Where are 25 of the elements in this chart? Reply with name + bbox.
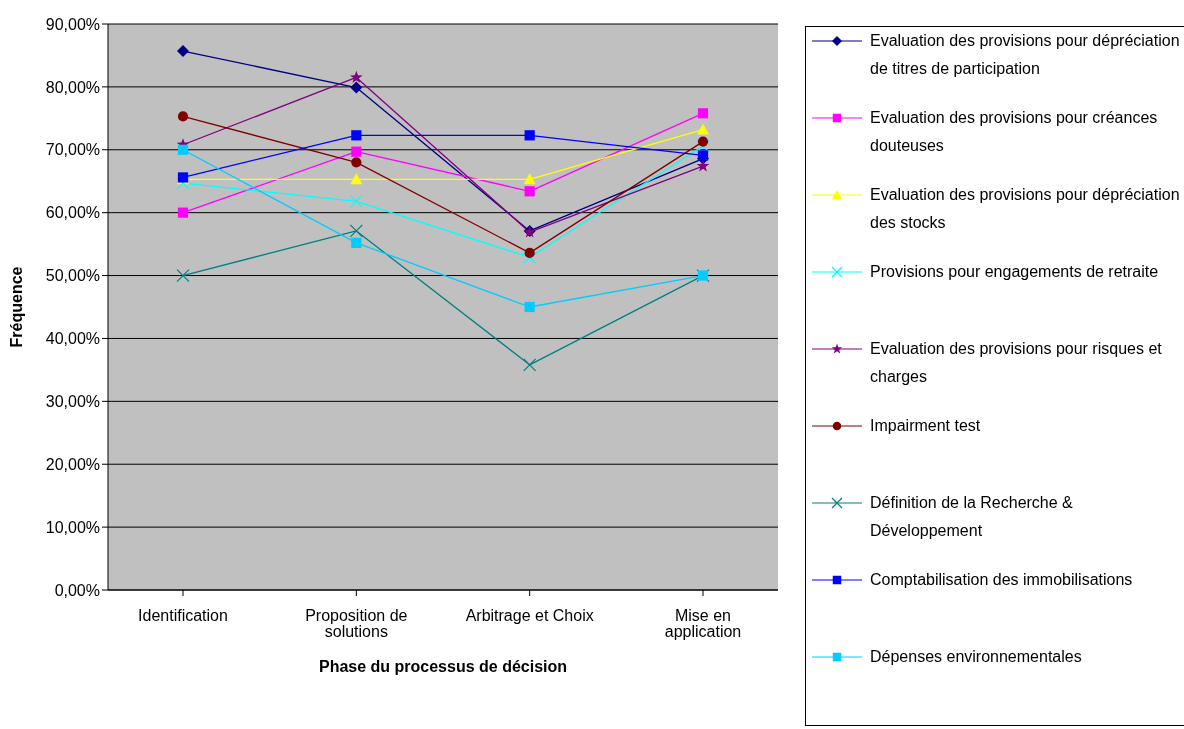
legend-label: Provisions pour engagements de retraite xyxy=(870,262,1159,282)
legend-label: Evaluation des provisions pour risques et charges xyxy=(870,339,1163,387)
legend-label: Impairment test xyxy=(870,416,981,436)
y-tick-label: 0,00% xyxy=(54,581,100,599)
legend-label: Dépenses environnementales xyxy=(870,647,1082,667)
y-tick-label: 80,00% xyxy=(45,78,100,96)
y-tick-label: 60,00% xyxy=(45,204,100,222)
legend-label: Définition de la Recherche & Développement xyxy=(870,493,1074,541)
y-tick-label: 70,00% xyxy=(45,141,100,159)
x-tick-label: Identification xyxy=(138,607,228,625)
x-axis-title: Phase du processus de décision xyxy=(318,658,568,675)
legend-label: Evaluation des provisions pour dépréciation des stocks xyxy=(870,185,1181,233)
y-tick-label: 40,00% xyxy=(45,330,100,348)
legend-label: Comptabilisation des immobilisations xyxy=(870,570,1133,590)
y-axis-title: Fréquence xyxy=(7,266,25,348)
x-tick-label: Proposition de solutions xyxy=(305,607,408,641)
y-tick-label: 10,00% xyxy=(45,518,100,536)
x-tick-label: Arbitrage et Choix xyxy=(465,607,594,625)
legend-label: Evaluation des provisions pour dépréciation de titres de participation xyxy=(870,31,1181,79)
y-tick-label: 20,00% xyxy=(45,455,100,473)
legend-label: Evaluation des provisions pour créances douteuses xyxy=(870,108,1159,156)
x-tick-label: Mise en application xyxy=(664,607,742,641)
y-tick-label: 90,00% xyxy=(45,15,100,33)
y-tick-label: 50,00% xyxy=(45,267,100,285)
y-tick-label: 30,00% xyxy=(45,393,100,411)
